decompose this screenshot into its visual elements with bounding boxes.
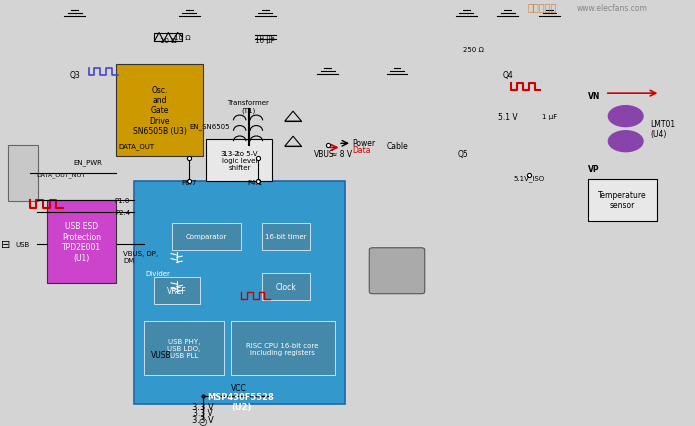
FancyBboxPatch shape	[587, 179, 657, 221]
Text: Transformer
(T1): Transformer (T1)	[227, 100, 269, 114]
Text: 1 μF: 1 μF	[542, 114, 557, 120]
Text: MSP430F5528
(U2): MSP430F5528 (U2)	[208, 392, 275, 412]
FancyBboxPatch shape	[262, 223, 311, 250]
Text: 1 : 2: 1 : 2	[223, 150, 238, 156]
Text: USB ESD
Protection
TPD2E001
(U1): USB ESD Protection TPD2E001 (U1)	[62, 222, 101, 262]
Text: VBUS: VBUS	[314, 150, 334, 159]
FancyBboxPatch shape	[172, 223, 241, 250]
Text: VBUS, DP,
DM: VBUS, DP, DM	[123, 250, 158, 263]
Text: VCC: VCC	[231, 383, 247, 392]
FancyBboxPatch shape	[369, 248, 425, 294]
Text: VN: VN	[587, 92, 600, 101]
Text: USB: USB	[16, 241, 30, 247]
Text: 3.3 V: 3.3 V	[193, 408, 213, 417]
Text: 10 μF: 10 μF	[256, 38, 275, 44]
Text: 250 Ω: 250 Ω	[463, 47, 484, 53]
Text: 3.3- to 5-V
logic level
shifter: 3.3- to 5-V logic level shifter	[221, 151, 258, 170]
FancyBboxPatch shape	[154, 34, 182, 42]
Text: ⊟: ⊟	[1, 239, 10, 249]
Text: VREF: VREF	[167, 286, 187, 295]
Text: 3.3 V: 3.3 V	[192, 415, 214, 424]
Text: 5.1V_ISO: 5.1V_ISO	[513, 175, 544, 181]
Text: 10 Ω: 10 Ω	[174, 35, 190, 40]
Text: USB PHY,
USB LDO,
USB PLL: USB PHY, USB LDO, USB PLL	[167, 338, 201, 358]
Text: DATA_OUT_NOT: DATA_OUT_NOT	[37, 173, 86, 178]
Text: Q4: Q4	[502, 71, 514, 80]
FancyBboxPatch shape	[206, 140, 272, 181]
Circle shape	[608, 106, 643, 127]
Text: 5.1 V: 5.1 V	[498, 112, 518, 121]
FancyBboxPatch shape	[144, 321, 224, 375]
Text: Power: Power	[352, 139, 375, 148]
Text: Data: Data	[352, 146, 370, 155]
Text: 电子发烧友: 电子发烧友	[528, 3, 557, 13]
Text: Divider: Divider	[145, 270, 170, 276]
Text: Comparator: Comparator	[186, 234, 227, 240]
Text: Osc.
and
Gate
Drive
SN6505B (U3): Osc. and Gate Drive SN6505B (U3)	[133, 85, 186, 136]
Circle shape	[608, 132, 643, 152]
FancyBboxPatch shape	[231, 321, 334, 375]
Text: DATA_OUT: DATA_OUT	[118, 143, 154, 150]
Text: VUSB: VUSB	[151, 350, 172, 359]
Text: RISC CPU 16-bit core
including registers: RISC CPU 16-bit core including registers	[247, 342, 319, 355]
FancyBboxPatch shape	[154, 277, 199, 305]
Text: P2.4: P2.4	[115, 210, 130, 216]
Text: 10 μF: 10 μF	[256, 35, 275, 40]
Text: Cable: Cable	[386, 141, 408, 150]
FancyBboxPatch shape	[133, 181, 345, 405]
Text: ≈ 8 V: ≈ 8 V	[332, 150, 352, 159]
Text: 16-bit timer: 16-bit timer	[265, 234, 307, 240]
FancyBboxPatch shape	[8, 145, 38, 201]
Text: Clock: Clock	[276, 282, 297, 291]
Text: P4.1: P4.1	[247, 180, 263, 186]
Text: EN_PWR: EN_PWR	[74, 159, 102, 166]
Text: Q3: Q3	[70, 71, 80, 80]
Text: VP: VP	[587, 164, 599, 173]
Text: P1.0: P1.0	[115, 197, 130, 203]
FancyBboxPatch shape	[262, 273, 311, 300]
Text: Q5: Q5	[457, 150, 468, 159]
Text: www.elecfans.com: www.elecfans.com	[576, 4, 647, 13]
FancyBboxPatch shape	[116, 65, 203, 156]
Text: LMT01
(U4): LMT01 (U4)	[650, 120, 675, 139]
Text: ○: ○	[199, 416, 207, 426]
Text: EN_SN6505: EN_SN6505	[190, 123, 230, 130]
Text: 10 Ω: 10 Ω	[160, 38, 177, 44]
Text: 3.3 V: 3.3 V	[192, 402, 214, 411]
Text: P6.7: P6.7	[181, 180, 197, 186]
Text: Temperature
sensor: Temperature sensor	[598, 190, 646, 210]
FancyBboxPatch shape	[47, 200, 116, 284]
